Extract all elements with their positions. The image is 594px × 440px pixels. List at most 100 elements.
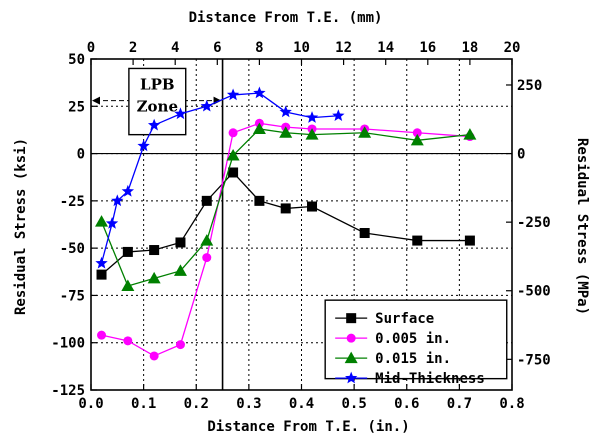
data-point-triangle <box>463 128 477 140</box>
lpb-zone-label-line2: Zone <box>137 97 178 115</box>
y2-axis-title: Residual Stress (MPa) <box>574 138 590 315</box>
series-surface <box>96 167 475 280</box>
x-axis-top: 0 2 4 6 8 10 12 14 16 18 20 <box>87 40 521 65</box>
y2-tick-label: -750 <box>517 352 551 368</box>
data-point-triangle <box>344 351 358 364</box>
legend-label: 0.005 in. <box>375 331 451 347</box>
data-point-circle <box>97 330 107 340</box>
data-point-star <box>111 194 124 207</box>
lpb-zone-box <box>128 67 187 136</box>
y2-tick-label: 0 <box>517 147 525 163</box>
x-tick-label: 0.1 <box>131 396 156 412</box>
x-tick-label: 0.5 <box>341 396 366 412</box>
data-point-star <box>279 105 292 118</box>
data-point-triangle <box>121 279 135 291</box>
x-axis-title: Distance From T.E. (in.) <box>207 419 409 435</box>
x-tick-label: 0.6 <box>394 396 419 412</box>
data-point-triangle <box>200 234 214 246</box>
data-point-star <box>305 111 319 123</box>
x-tick-label: 0.0 <box>78 396 103 412</box>
data-point-square <box>96 269 107 280</box>
data-point-circle <box>123 336 133 346</box>
data-point-square <box>464 235 475 246</box>
data-point-triangle <box>173 264 187 276</box>
data-point-triangle <box>95 215 109 227</box>
y-axis-left: 50 25 0 -25 -50 -75 -100 -125 <box>51 52 97 399</box>
y-axis-right: 250 0 -250 -500 -750 <box>506 78 551 368</box>
data-point-star <box>332 109 345 121</box>
x2-axis-title: Distance From T.E. (mm) <box>189 10 383 26</box>
y2-tick-label: -250 <box>517 215 551 231</box>
series-line <box>101 122 470 357</box>
data-point-triangle <box>305 128 319 140</box>
data-point-star <box>253 86 266 99</box>
series-mid-thickness <box>95 86 345 269</box>
y-tick-label: -100 <box>51 336 85 352</box>
x-tick-label: 0.8 <box>499 396 524 412</box>
x2-tick-label: 6 <box>213 40 221 56</box>
x-tick-label: 0.2 <box>184 396 209 412</box>
data-point-triangle <box>226 148 240 161</box>
data-point-star <box>226 88 240 101</box>
data-point-square <box>175 237 186 248</box>
legend-item: 0.005 in. <box>335 331 451 347</box>
data-point-star <box>200 99 213 112</box>
data-point-square <box>254 195 265 206</box>
data-point-triangle <box>252 122 266 134</box>
data-point-circle <box>412 128 422 138</box>
x2-tick-label: 20 <box>504 40 521 56</box>
x-tick-label: 0.3 <box>236 396 261 412</box>
y-axis-title: Residual Stress (ksi) <box>13 138 29 315</box>
data-point-star <box>147 118 161 131</box>
x-axis-bottom: 0.0 0.1 0.2 0.3 0.4 0.5 0.6 0.7 0.8 <box>78 384 525 412</box>
data-point-triangle <box>410 133 424 146</box>
data-point-circle <box>149 351 159 361</box>
data-point-square <box>122 246 133 257</box>
data-point-star <box>345 371 358 384</box>
x2-tick-label: 10 <box>293 40 310 56</box>
data-point-square <box>149 245 160 256</box>
y-tick-label: 0 <box>77 147 85 163</box>
legend-label: 0.015 in. <box>375 351 451 367</box>
y-tick-label: -125 <box>51 383 85 399</box>
data-point-triangle <box>147 271 161 284</box>
zone-arrow-left-head <box>92 96 100 105</box>
data-point-square <box>201 195 212 206</box>
y-tick-label: -75 <box>60 288 85 304</box>
data-point-square <box>359 228 370 239</box>
y-tick-label: -25 <box>60 194 85 210</box>
x2-tick-label: 0 <box>87 40 95 56</box>
data-point-square <box>346 313 357 324</box>
lpb-zone-label-line1: LPB <box>140 75 175 93</box>
data-point-square <box>280 203 291 214</box>
x2-tick-label: 14 <box>377 40 394 56</box>
data-point-circle <box>346 333 356 343</box>
legend: Surface 0.005 in. 0.015 in. Mid-Thickness <box>324 299 508 387</box>
y-tick-label: 50 <box>68 52 85 68</box>
data-point-circle <box>228 128 238 138</box>
x2-tick-label: 16 <box>419 40 436 56</box>
y2-tick-label: -500 <box>517 284 551 300</box>
legend-item: Surface <box>335 311 434 327</box>
data-point-star <box>174 107 187 120</box>
x-tick-label: 0.7 <box>447 396 472 412</box>
data-point-star <box>137 139 150 152</box>
y2-tick-label: 250 <box>517 78 542 94</box>
legend-item: 0.015 in. <box>335 351 451 367</box>
data-point-triangle <box>358 126 372 138</box>
data-point-star <box>121 184 135 197</box>
legend-label: Mid-Thickness <box>375 371 485 387</box>
data-point-circle <box>202 253 212 263</box>
x2-tick-label: 12 <box>335 40 352 56</box>
x-tick-label: 0.4 <box>289 396 314 412</box>
y-tick-label: -50 <box>60 241 85 257</box>
data-point-star <box>105 217 119 229</box>
x2-tick-label: 4 <box>171 40 179 56</box>
x2-tick-label: 18 <box>461 40 478 56</box>
data-point-star <box>95 256 108 269</box>
x2-tick-label: 2 <box>129 40 137 56</box>
series-0-015-in <box>95 122 477 291</box>
legend-item: Mid-Thickness <box>335 371 485 387</box>
